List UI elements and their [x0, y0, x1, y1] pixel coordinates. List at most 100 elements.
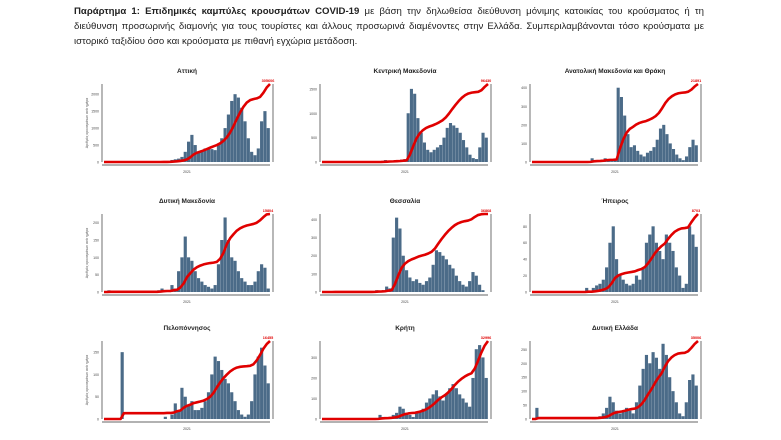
daily-cases-bar	[415, 279, 418, 292]
daily-cases-bar	[438, 252, 441, 292]
daily-cases-bar	[214, 150, 217, 162]
daily-cases-bar	[200, 282, 203, 292]
x-tick-label: 2021	[401, 300, 409, 304]
daily-cases-bar	[688, 226, 691, 292]
y-tick-label: 300	[311, 356, 317, 360]
daily-cases-bar	[204, 285, 207, 292]
daily-cases-bar	[435, 250, 438, 292]
chart-title: Κεντρική Μακεδονία	[300, 68, 510, 75]
daily-cases-bar	[250, 152, 253, 162]
daily-cases-bar	[478, 285, 481, 292]
y-tick-label: 400	[311, 218, 317, 222]
daily-cases-bar	[655, 358, 658, 419]
daily-cases-bar	[610, 161, 613, 162]
daily-cases-bar	[472, 158, 475, 162]
daily-cases-bar	[481, 357, 484, 419]
daily-cases-bar	[439, 145, 442, 162]
daily-cases-bar	[197, 410, 200, 419]
y-tick-label: 2000	[91, 93, 99, 97]
daily-cases-bar	[227, 383, 230, 419]
daily-cases-bar	[632, 413, 635, 419]
y-tick-label: 1000	[309, 112, 317, 116]
daily-cases-bar	[688, 380, 691, 419]
daily-cases-bar	[402, 256, 405, 292]
daily-cases-bar	[429, 152, 432, 162]
y-tick-label: 50	[95, 273, 99, 277]
daily-cases-bar	[233, 261, 236, 292]
annex-heading: Παράρτημα 1: Επιδημικές καμπύλες κρουσμά…	[74, 6, 359, 17]
daily-cases-bar	[625, 284, 628, 292]
daily-cases-bar	[643, 156, 646, 162]
daily-cases-bar	[695, 386, 698, 419]
daily-cases-bar	[412, 417, 415, 419]
daily-cases-bar	[645, 355, 648, 419]
daily-cases-bar	[455, 276, 458, 292]
chart-title: Ήπειρος	[510, 198, 720, 205]
daily-cases-bar	[224, 217, 227, 292]
y-tick-label: 100	[521, 390, 527, 394]
daily-cases-bar	[465, 287, 468, 292]
daily-cases-bar	[230, 392, 233, 419]
y-tick-label: 0	[315, 291, 317, 295]
daily-cases-bar	[652, 147, 655, 162]
x-tick-label: 2021	[183, 427, 191, 431]
daily-cases-bar	[260, 348, 263, 419]
y-axis-label: Αριθμός κρουσμάτων ανά ημέρα	[85, 98, 89, 149]
daily-cases-bar	[432, 265, 435, 292]
y-tick-label: 250	[521, 348, 527, 352]
y-tick-label: 40	[523, 258, 527, 262]
daily-cases-bar	[412, 281, 415, 292]
cumulative-total-label: 36868	[481, 209, 492, 213]
daily-cases-bar	[695, 145, 698, 162]
daily-cases-bar	[267, 289, 270, 292]
daily-cases-bar	[446, 128, 449, 162]
y-axis-label: Αριθμός κρουσμάτων ανά ημέρα	[85, 228, 89, 279]
daily-cases-bar	[413, 94, 416, 162]
cumulative-total-label: 32996	[481, 336, 492, 340]
daily-cases-bar	[227, 240, 230, 292]
y-tick-label: 20	[523, 274, 527, 278]
daily-cases-bar	[442, 256, 445, 292]
daily-cases-bar	[194, 410, 197, 419]
daily-cases-bar	[197, 278, 200, 292]
daily-cases-bar	[408, 277, 411, 292]
daily-cases-bar	[681, 288, 684, 292]
daily-cases-bar	[426, 150, 429, 162]
daily-cases-bar	[408, 415, 411, 419]
cumulative-cases-line	[104, 341, 270, 419]
daily-cases-bar	[635, 276, 638, 292]
y-tick-label: 0	[525, 161, 527, 165]
daily-cases-bar	[422, 285, 425, 292]
daily-cases-bar	[461, 285, 464, 292]
daily-cases-bar	[449, 123, 452, 162]
daily-cases-bar	[224, 379, 227, 419]
daily-cases-bar	[468, 155, 471, 162]
daily-cases-bar	[418, 283, 421, 292]
daily-cases-bar	[433, 150, 436, 162]
y-tick-label: 60	[523, 241, 527, 245]
daily-cases-bar	[669, 143, 672, 162]
daily-cases-bar	[633, 145, 636, 162]
daily-cases-bar	[200, 408, 203, 419]
daily-cases-bar	[187, 406, 190, 419]
daily-cases-bar	[481, 133, 484, 162]
daily-cases-bar	[678, 158, 681, 162]
daily-cases-bar	[260, 264, 263, 292]
y-tick-label: 100	[311, 272, 317, 276]
daily-cases-bar	[237, 410, 240, 419]
daily-cases-bar	[636, 151, 639, 162]
daily-cases-bar	[220, 240, 223, 292]
chart-title: Θεσσαλία	[300, 198, 510, 205]
y-tick-label: 0	[97, 291, 99, 295]
daily-cases-bar	[230, 257, 233, 292]
daily-cases-bar	[635, 402, 638, 419]
